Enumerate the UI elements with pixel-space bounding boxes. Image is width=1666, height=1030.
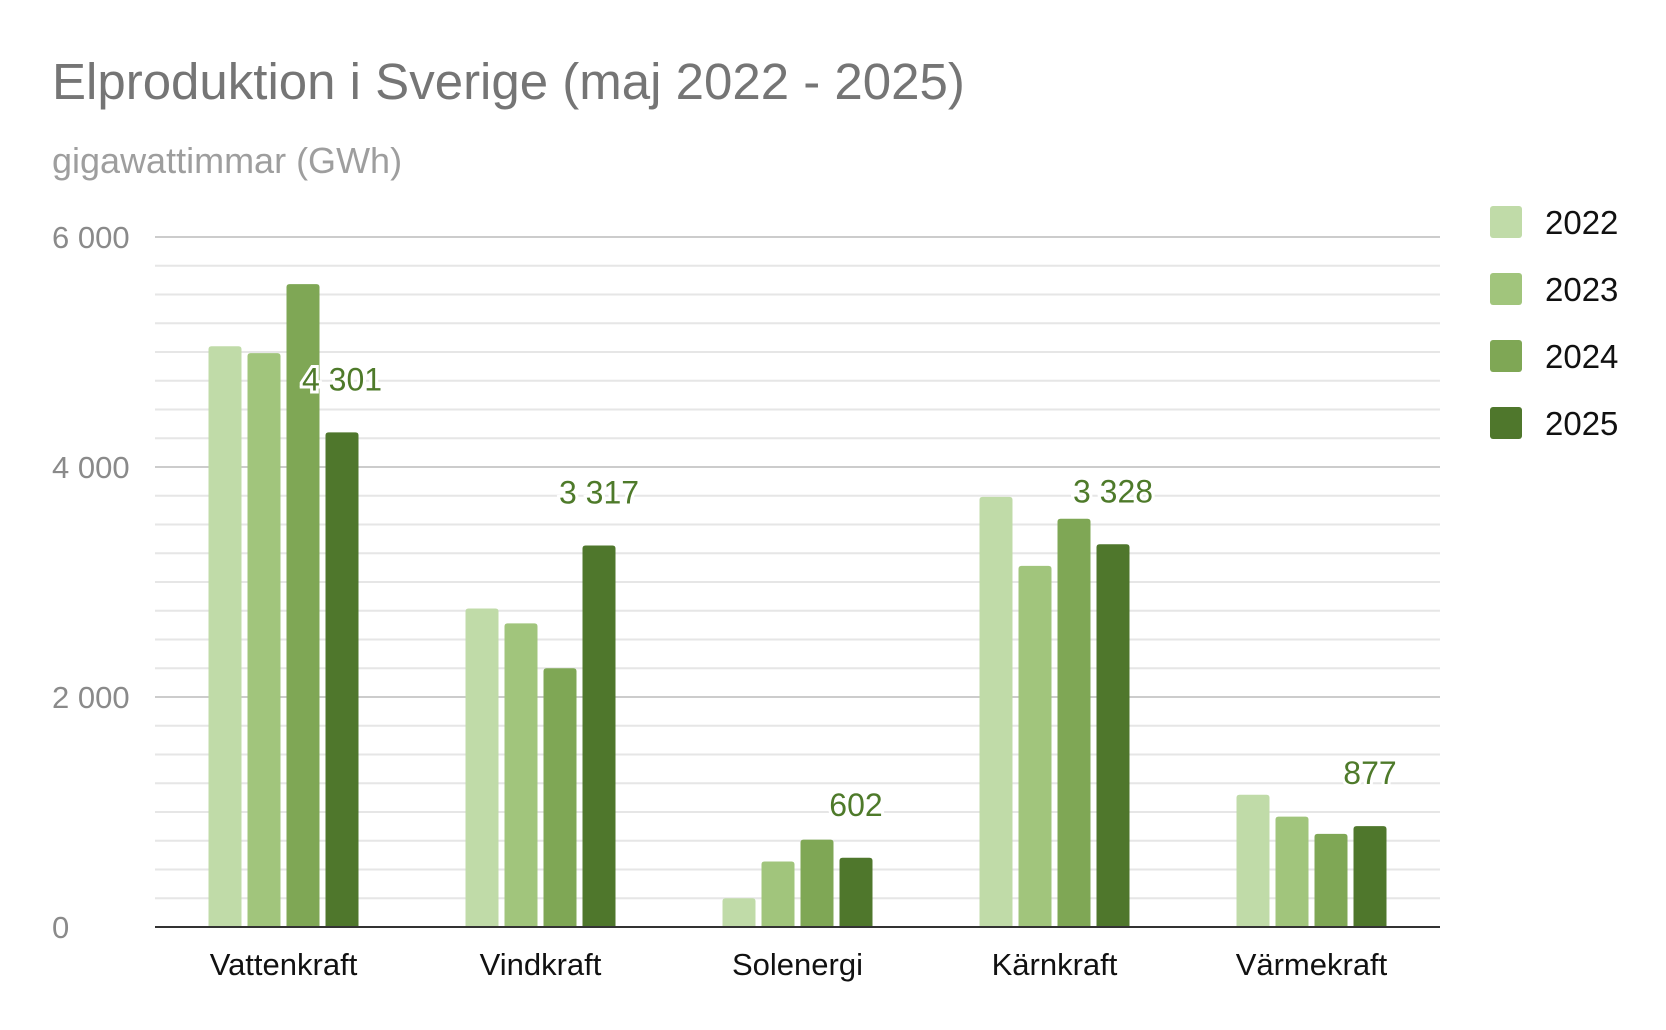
y-tick-label: 0 [52, 910, 69, 945]
y-tick-label: 6 000 [52, 220, 130, 255]
bar-2024-4 [1314, 833, 1348, 927]
bar-2022-0 [208, 346, 242, 927]
bar-2024-3 [1057, 518, 1091, 927]
bar-2023-2 [761, 861, 795, 927]
bar-2023-4 [1275, 816, 1309, 927]
bar-2022-3 [979, 496, 1013, 927]
bar-2023-1 [504, 623, 538, 927]
bars [208, 284, 1387, 927]
bar-2024-0 [286, 284, 320, 927]
legend-swatch-2023 [1490, 273, 1522, 305]
bar-2025-2 [839, 857, 873, 927]
x-tick-label: Värmekraft [1236, 947, 1388, 982]
bar-2023-0 [247, 353, 281, 927]
x-tick-label: Vindkraft [480, 947, 602, 982]
bar-2022-2 [722, 898, 756, 927]
bar-2025-4 [1353, 826, 1387, 927]
legend-swatch-2024 [1490, 340, 1522, 372]
bar-2024-2 [800, 839, 834, 927]
data-label: 4 301 [302, 361, 382, 397]
category-labels: Vattenkraft Vindkraft Solenergi Kärnkraft Vä… [210, 947, 1388, 982]
data-label: 602 [829, 787, 882, 823]
legend-swatch-2022 [1490, 206, 1522, 238]
legend: 2022 2023 2024 2025 [1490, 204, 1618, 442]
x-tick-label: Vattenkraft [210, 947, 358, 982]
bar-2022-1 [465, 608, 499, 927]
data-labels: 4 301 3 317 602 3 328 877 [299, 358, 1400, 825]
bar-2023-3 [1018, 565, 1052, 927]
bar-2024-1 [543, 668, 577, 927]
legend-label-2025: 2025 [1545, 405, 1618, 442]
y-tick-label: 4 000 [52, 450, 130, 485]
legend-label-2022: 2022 [1545, 204, 1618, 241]
y-axis-ticks: 0 2 000 4 000 6 000 [52, 220, 130, 945]
bar-2025-1 [582, 545, 616, 927]
y-tick-label: 2 000 [52, 680, 130, 715]
gridlines [155, 236, 1440, 900]
bar-2025-0 [325, 432, 359, 927]
x-tick-label: Solenergi [732, 947, 863, 982]
bar-2025-3 [1096, 544, 1130, 927]
legend-label-2024: 2024 [1545, 338, 1618, 375]
data-label: 3 317 [559, 475, 639, 511]
x-tick-label: Kärnkraft [992, 947, 1118, 982]
data-label: 3 328 [1073, 473, 1153, 509]
chart-subtitle: gigawattimmar (GWh) [52, 140, 403, 181]
data-label: 877 [1343, 755, 1396, 791]
chart-title: Elproduktion i Sverige (maj 2022 - 2025) [52, 53, 965, 110]
legend-label-2023: 2023 [1545, 271, 1618, 308]
bar-2022-4 [1236, 794, 1270, 927]
legend-swatch-2025 [1490, 407, 1522, 439]
